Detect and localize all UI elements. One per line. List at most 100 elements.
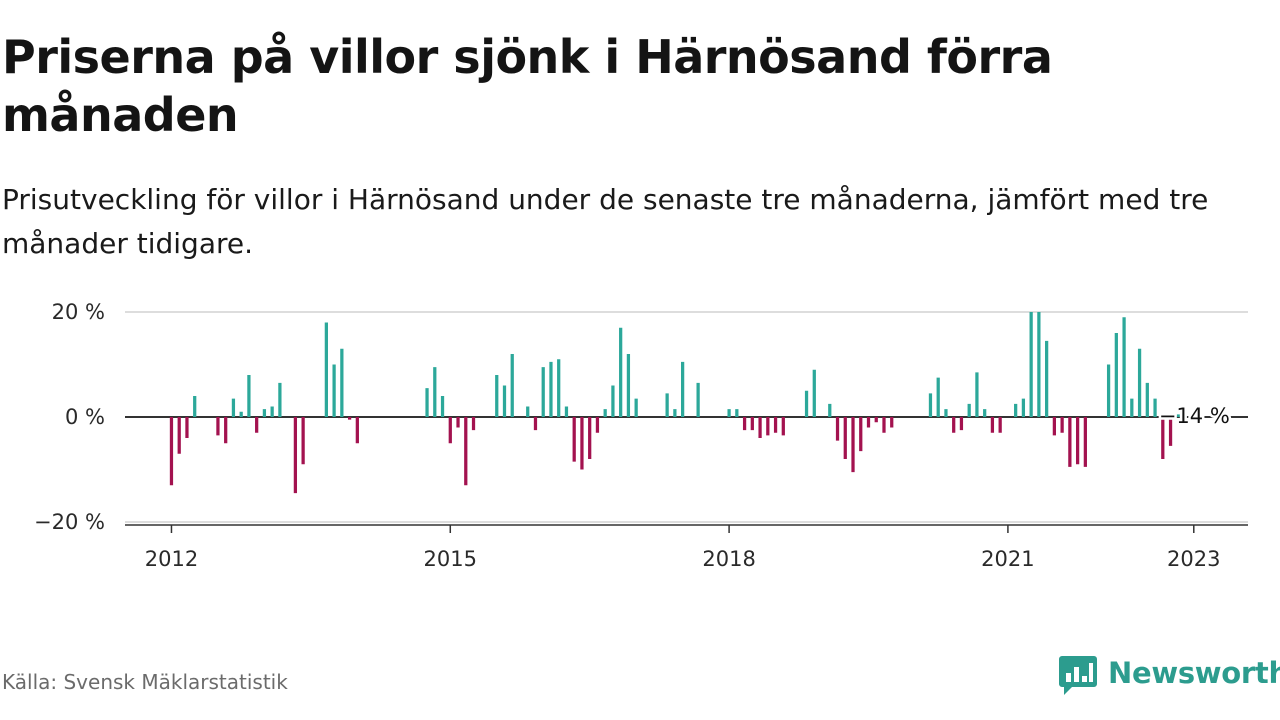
bar-chart: 20 % 0 % −20 % 2012 2015 2018 2021 2023 −14 % (34, 300, 1248, 571)
bar (564, 406, 569, 417)
bar (603, 409, 607, 418)
bar (727, 409, 731, 418)
bar (681, 361, 685, 418)
bar (169, 417, 174, 486)
bar (1122, 317, 1126, 417)
bar (549, 361, 553, 418)
bar (1029, 312, 1033, 417)
bar (611, 385, 615, 417)
bar (255, 417, 259, 433)
bar (750, 417, 754, 431)
bar (835, 417, 840, 441)
bar (471, 417, 476, 431)
bar (1145, 382, 1149, 418)
newsworthy-logo-icon (1059, 656, 1097, 695)
bar (882, 417, 886, 433)
bar (936, 377, 940, 418)
logo-wordmark: Newsworthy (1108, 656, 1280, 690)
bar (990, 417, 995, 433)
bar (665, 393, 669, 418)
bar (804, 390, 809, 417)
bar (1075, 417, 1080, 465)
bar (812, 369, 816, 417)
bar (843, 417, 847, 459)
bar (278, 382, 282, 418)
chart-title: Priserna på villor sjönk i Härnösand för… (2, 30, 1053, 142)
bar (1060, 417, 1064, 433)
bar (1137, 348, 1142, 417)
bar (1037, 312, 1041, 417)
x-tick-label: 2015 (424, 547, 477, 571)
bar (735, 409, 739, 418)
grid-lines (125, 311, 1248, 523)
bar (533, 417, 538, 431)
bar (890, 417, 894, 428)
bar (270, 406, 274, 417)
bar (347, 417, 352, 420)
bar (998, 417, 1002, 433)
bar (1153, 398, 1157, 418)
bar (231, 398, 236, 418)
bar (1045, 340, 1049, 418)
bar (944, 409, 948, 418)
bar (239, 411, 243, 417)
x-tick-label: 2021 (981, 547, 1034, 571)
bar (301, 417, 305, 465)
bar (440, 396, 445, 417)
bars (169, 312, 1180, 494)
bar (766, 417, 770, 436)
bar (626, 354, 631, 417)
bar (874, 417, 878, 423)
axes: 20 % 0 % −20 % 2012 2015 2018 2021 2023 −14 % (34, 300, 1248, 571)
bar (425, 388, 429, 418)
bar (975, 372, 979, 418)
bar (185, 417, 189, 438)
bar (224, 417, 228, 444)
chart-subtitle: Prisutveckling för villor i Härnösand un… (2, 183, 1209, 260)
bar (1083, 417, 1087, 467)
bar (828, 403, 832, 418)
x-tick-label: 2023 (1167, 547, 1220, 571)
bar (448, 417, 452, 444)
bar (262, 409, 267, 418)
bar (216, 417, 220, 436)
bar (193, 396, 197, 417)
x-tick-label: 2018 (702, 547, 755, 571)
bar (781, 417, 785, 436)
bar (580, 417, 584, 470)
y-tick-label: 0 % (65, 405, 105, 429)
bar (340, 348, 344, 417)
bar (634, 398, 638, 418)
bar (928, 393, 933, 418)
bar (967, 403, 971, 418)
bar (696, 382, 700, 418)
bar (673, 409, 677, 418)
x-tick-label: 2012 (145, 547, 198, 571)
bar (1176, 414, 1180, 417)
y-tick-label: −20 % (34, 510, 105, 534)
bar (247, 375, 251, 417)
bar (1114, 333, 1118, 417)
bar (952, 417, 956, 433)
newsworthy-logo: Newsworthy (1058, 654, 1280, 698)
bar (1161, 417, 1165, 459)
bar (742, 417, 747, 431)
bar (177, 417, 181, 454)
bar (1052, 417, 1056, 436)
bar (495, 375, 499, 417)
bar (1168, 417, 1173, 446)
bar (572, 417, 576, 462)
bar (588, 417, 592, 459)
bar (1068, 417, 1072, 467)
bar (1021, 398, 1026, 418)
bar (851, 417, 855, 473)
bar (456, 417, 460, 428)
bar (619, 327, 623, 417)
bar (1106, 364, 1111, 417)
source-note: Källa: Svensk Mäklarstatistik (2, 670, 288, 694)
bar (866, 417, 871, 428)
bar (502, 385, 507, 417)
bar (526, 406, 530, 417)
bar (983, 409, 987, 418)
bar (332, 364, 336, 417)
